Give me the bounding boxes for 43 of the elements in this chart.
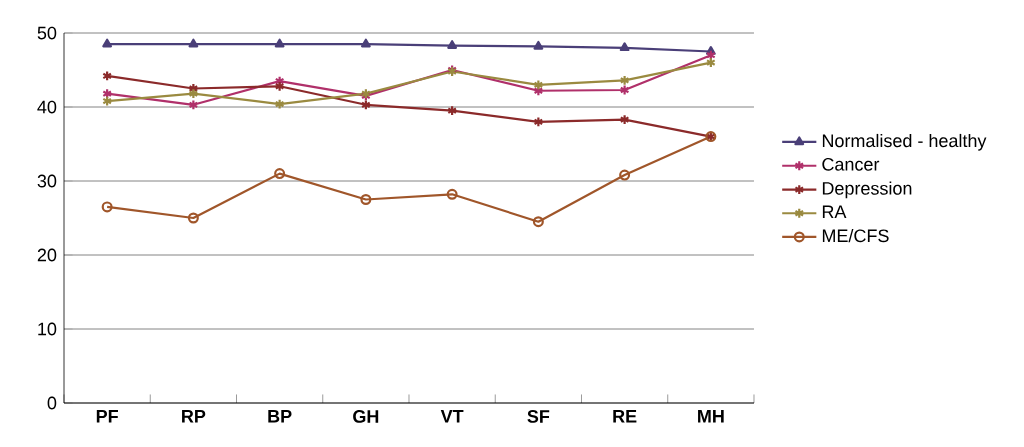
x-tick-label: GH <box>353 410 379 423</box>
y-tick-label: 50 <box>37 26 57 40</box>
point <box>188 38 199 48</box>
point <box>619 169 631 181</box>
x-tick-label: MH <box>698 410 724 423</box>
legend-label: Depression <box>822 181 912 199</box>
point <box>360 194 372 206</box>
point <box>533 79 544 91</box>
y-tick-label: 20 <box>37 248 57 262</box>
point <box>102 38 113 48</box>
point <box>446 188 458 200</box>
x-tick-label: RE <box>613 410 637 423</box>
x-tick-label: VT <box>440 410 464 423</box>
point <box>274 168 286 180</box>
legend-label: Cancer <box>822 157 880 171</box>
point <box>619 84 630 96</box>
legend-label: ME/CFS <box>822 228 889 243</box>
point <box>532 216 544 228</box>
point <box>447 40 458 49</box>
point <box>619 42 630 52</box>
point <box>705 49 716 61</box>
point <box>533 40 544 50</box>
x-tick-label: PF <box>96 410 118 423</box>
legend-label: Normalised - healthy <box>822 133 987 151</box>
point <box>274 98 285 110</box>
x-tick-label: BP <box>268 410 292 423</box>
y-tick-label: 0 <box>47 396 57 410</box>
y-tick-label: 40 <box>37 100 57 114</box>
point <box>533 116 544 128</box>
point <box>533 85 544 97</box>
point <box>102 70 113 82</box>
point <box>187 212 199 224</box>
point <box>360 38 371 48</box>
x-tick-label: SF <box>527 410 550 423</box>
point <box>101 201 113 213</box>
point <box>102 95 113 107</box>
legend-label: RA <box>822 205 847 218</box>
point <box>188 99 199 111</box>
x-tick-label: RP <box>182 410 206 423</box>
point <box>360 99 371 111</box>
y-tick-label: 30 <box>37 174 57 188</box>
y-tick-label: 10 <box>38 322 57 336</box>
point <box>274 38 285 48</box>
